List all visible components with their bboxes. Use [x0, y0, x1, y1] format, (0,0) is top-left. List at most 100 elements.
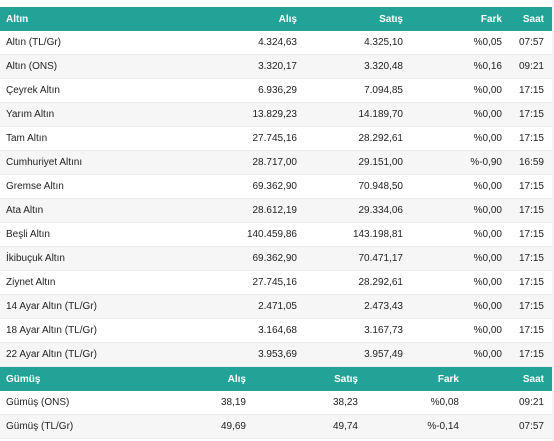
cell-sell: 28.292,61	[297, 126, 403, 151]
cell-buy: 13.829,23	[205, 102, 297, 127]
cell-sell: 7.094,85	[297, 78, 403, 103]
cell-sell: 38,23	[246, 391, 358, 415]
cell-time: 09:21	[502, 54, 552, 79]
cell-change: %-0,90	[403, 150, 502, 175]
cell-time: 09:21	[459, 391, 552, 415]
cell-buy: 38,19	[160, 391, 246, 415]
cell-sell: 3.957,49	[297, 342, 403, 367]
column-header-sell[interactable]: Satış	[297, 7, 403, 31]
cell-change: %-0,14	[358, 414, 459, 439]
cell-time: 17:15	[502, 78, 552, 103]
cell-name: Tam Altın	[0, 126, 205, 151]
cell-time: 17:15	[502, 294, 552, 319]
cell-buy: 2.471,05	[205, 294, 297, 319]
cell-change: %0,00	[403, 174, 502, 199]
cell-buy: 27.745,16	[205, 270, 297, 295]
column-header-sell[interactable]: Satış	[246, 367, 358, 391]
cell-time: 17:15	[502, 270, 552, 295]
gold-table-header: Altın Alış Satış Fark Saat	[0, 7, 552, 31]
cell-name: İkibuçuk Altın	[0, 246, 205, 271]
cell-change: %0,16	[403, 54, 502, 79]
gold-price-row[interactable]: 18 Ayar Altın (TL/Gr) 3.164,68 3.167,73 %0,…	[0, 318, 552, 343]
gold-price-row[interactable]: Tam Altın 27.745,16 28.292,61 %0,00 17:15	[0, 126, 552, 151]
gold-price-row[interactable]: Çeyrek Altın 6.936,29 7.094,85 %0,00 17:15	[0, 78, 552, 103]
cell-sell: 29.151,00	[297, 150, 403, 175]
gold-price-row[interactable]: Altın (ONS) 3.320,17 3.320,48 %0,16 09:21	[0, 54, 552, 79]
cell-name: Ziynet Altın	[0, 270, 205, 295]
gold-price-row[interactable]: Gremse Altın 69.362,90 70.948,50 %0,00 17:15	[0, 174, 552, 199]
column-header-buy[interactable]: Alış	[205, 7, 297, 31]
cell-buy: 28.612,19	[205, 198, 297, 223]
cell-name: Ata Altın	[0, 198, 205, 223]
gold-price-row[interactable]: İkibuçuk Altın 69.362,90 70.471,17 %0,00 17:…	[0, 246, 552, 271]
gold-price-row[interactable]: Ziynet Altın 27.745,16 28.292,61 %0,00 17:15	[0, 270, 552, 295]
cell-time: 17:15	[502, 246, 552, 271]
gold-price-row[interactable]: Cumhuriyet Altını 28.717,00 29.151,00 %-0,9…	[0, 150, 552, 175]
gold-price-table: Altın Alış Satış Fark Saat Altın (TL/Gr)…	[0, 7, 552, 367]
gold-price-row[interactable]: Altın (TL/Gr) 4.324,63 4.325,10 %0,05 07:57	[0, 31, 552, 55]
column-header-change[interactable]: Fark	[403, 7, 502, 31]
cell-time: 07:57	[502, 31, 552, 55]
cell-time: 17:15	[502, 222, 552, 247]
cell-time: 16:59	[502, 150, 552, 175]
column-header-change[interactable]: Fark	[358, 367, 459, 391]
cell-buy: 6.936,29	[205, 78, 297, 103]
cell-name: 14 Ayar Altın (TL/Gr)	[0, 294, 205, 319]
cell-change: %0,00	[403, 342, 502, 367]
cell-time: 17:15	[502, 198, 552, 223]
cell-time: 17:15	[502, 126, 552, 151]
silver-price-row[interactable]: Gümüş (ONS) 38,19 38,23 %0,08 09:21	[0, 391, 552, 415]
cell-name: 18 Ayar Altın (TL/Gr)	[0, 318, 205, 343]
cell-sell: 3.167,73	[297, 318, 403, 343]
cell-buy: 3.164,68	[205, 318, 297, 343]
cell-buy: 49,69	[160, 414, 246, 439]
scrollbar-track[interactable]	[552, 0, 554, 441]
cell-sell: 143.198,81	[297, 222, 403, 247]
cell-buy: 28.717,00	[205, 150, 297, 175]
silver-price-table: Gümüş Alış Satış Fark Saat Gümüş (ONS) 38…	[0, 367, 552, 439]
cell-sell: 14.189,70	[297, 102, 403, 127]
cell-name: Altın (TL/Gr)	[0, 31, 205, 55]
cell-change: %0,00	[403, 318, 502, 343]
cell-sell: 2.473,43	[297, 294, 403, 319]
cell-change: %0,00	[403, 126, 502, 151]
cell-name: Altın (ONS)	[0, 54, 205, 79]
gold-price-row[interactable]: 14 Ayar Altın (TL/Gr) 2.471,05 2.473,43 %0,…	[0, 294, 552, 319]
cell-buy: 4.324,63	[205, 31, 297, 55]
cell-time: 17:15	[502, 342, 552, 367]
silver-table-header: Gümüş Alış Satış Fark Saat	[0, 367, 552, 391]
cell-change: %0,00	[403, 102, 502, 127]
cell-buy: 3.953,69	[205, 342, 297, 367]
cell-buy: 69.362,90	[205, 246, 297, 271]
cell-name: Gümüş (TL/Gr)	[0, 414, 160, 439]
column-header-time[interactable]: Saat	[459, 367, 552, 391]
cell-time: 17:15	[502, 102, 552, 127]
gold-price-row[interactable]: Beşli Altın 140.459,86 143.198,81 %0,00 17:1…	[0, 222, 552, 247]
cell-name: Gremse Altın	[0, 174, 205, 199]
cell-sell: 49,74	[246, 414, 358, 439]
gold-price-row[interactable]: 22 Ayar Altın (TL/Gr) 3.953,69 3.957,49 %0,…	[0, 342, 552, 367]
cell-change: %0,00	[403, 78, 502, 103]
column-header-name[interactable]: Gümüş	[0, 367, 160, 391]
column-header-buy[interactable]: Alış	[160, 367, 246, 391]
cell-sell: 28.292,61	[297, 270, 403, 295]
cell-name: Yarım Altın	[0, 102, 205, 127]
silver-price-row[interactable]: Gümüş (TL/Gr) 49,69 49,74 %-0,14 07:57	[0, 414, 552, 439]
column-header-time[interactable]: Saat	[502, 7, 552, 31]
cell-buy: 27.745,16	[205, 126, 297, 151]
cell-name: Çeyrek Altın	[0, 78, 205, 103]
gold-price-row[interactable]: Ata Altın 28.612,19 29.334,06 %0,00 17:15	[0, 198, 552, 223]
cell-change: %0,00	[403, 294, 502, 319]
cell-sell: 4.325,10	[297, 31, 403, 55]
column-header-name[interactable]: Altın	[0, 7, 205, 31]
cell-change: %0,05	[403, 31, 502, 55]
cell-time: 17:15	[502, 318, 552, 343]
cell-sell: 3.320,48	[297, 54, 403, 79]
cell-change: %0,00	[403, 222, 502, 247]
cell-time: 17:15	[502, 174, 552, 199]
cell-change: %0,08	[358, 391, 459, 415]
gold-price-row[interactable]: Yarım Altın 13.829,23 14.189,70 %0,00 17:15	[0, 102, 552, 127]
cell-time: 07:57	[459, 414, 552, 439]
cell-sell: 29.334,06	[297, 198, 403, 223]
cell-change: %0,00	[403, 198, 502, 223]
